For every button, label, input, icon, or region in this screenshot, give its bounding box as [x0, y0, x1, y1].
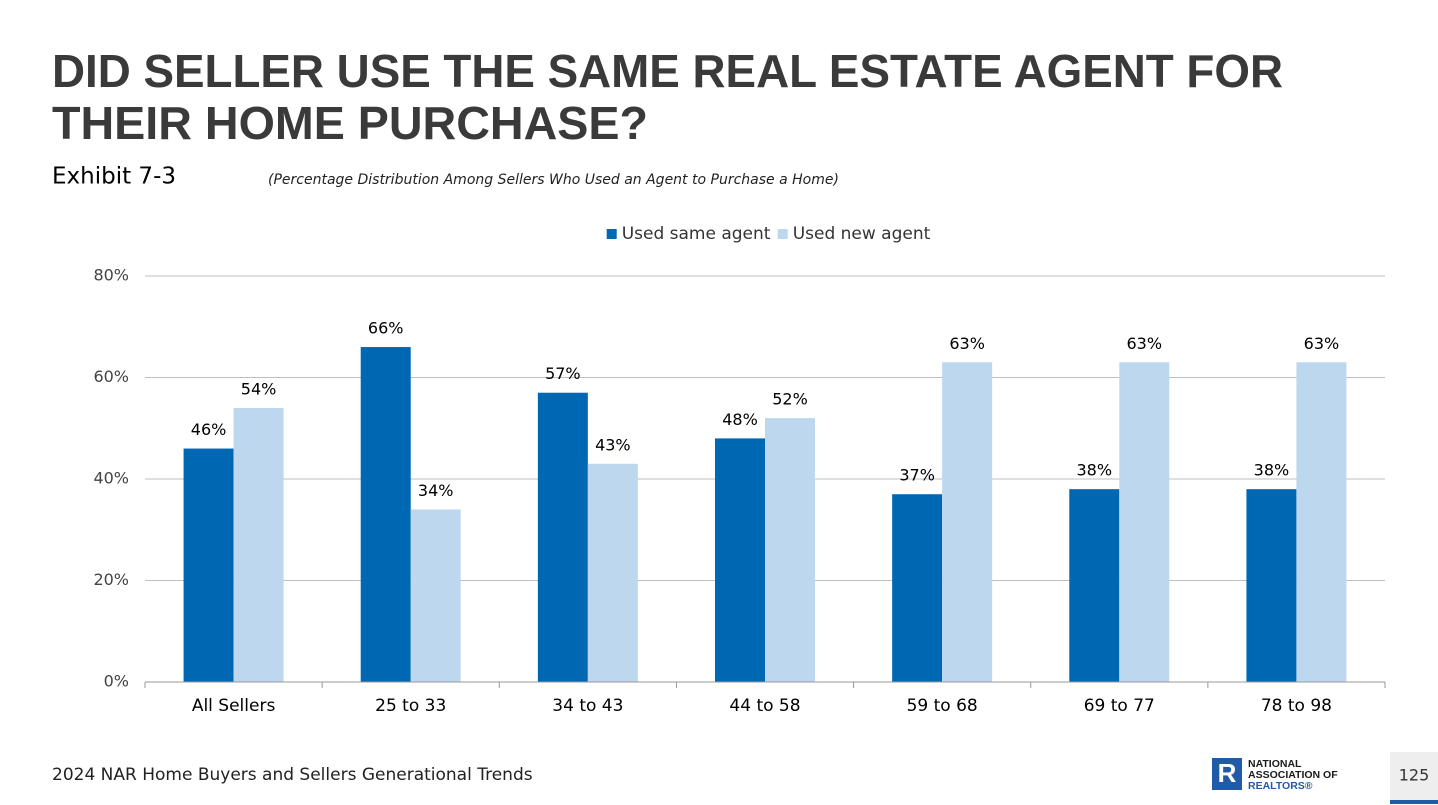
x-tick-label: 44 to 58 [729, 696, 800, 716]
page-number-box [1390, 752, 1438, 800]
footer-source: 2024 NAR Home Buyers and Sellers Generat… [52, 765, 533, 785]
value-label: 66% [368, 319, 404, 338]
page-number: 125 [1399, 766, 1430, 785]
bar [1069, 489, 1120, 682]
value-label: 57% [545, 364, 581, 383]
value-label: 54% [241, 379, 277, 398]
value-label: 37% [899, 466, 935, 485]
title-line: THEIR HOME PURCHASE? [52, 97, 648, 149]
logo-text: ASSOCIATION OF [1248, 769, 1338, 781]
value-label: 43% [595, 435, 631, 454]
bar [410, 509, 461, 682]
logo-letter: R [1218, 758, 1237, 788]
value-label: 52% [772, 390, 808, 409]
exhibit-label: Exhibit 7-3 [52, 164, 176, 190]
bar [183, 448, 234, 682]
y-tick-label: 60% [93, 367, 129, 386]
bar [587, 463, 638, 682]
bar [233, 407, 284, 682]
chart: 0% 20% 40% 60% 80% Used same agent Used new ag… [93, 224, 1386, 716]
bar [1119, 362, 1170, 682]
legend-swatch [777, 229, 788, 239]
bar [537, 392, 588, 682]
legend-label: Used new agent [793, 224, 931, 244]
value-label: 46% [191, 420, 227, 439]
x-tick-label: 69 to 77 [1084, 696, 1155, 716]
value-label: 38% [1077, 461, 1113, 480]
logo-text: NATIONAL [1248, 758, 1302, 770]
y-tick-label: 20% [93, 570, 129, 589]
value-label: 63% [1304, 334, 1340, 353]
bar [715, 438, 765, 682]
bar [1296, 362, 1347, 682]
value-label: 63% [949, 334, 985, 353]
bar [942, 362, 993, 682]
subtitle: (Percentage Distribution Among Sellers W… [268, 172, 839, 188]
y-tick-label: 40% [93, 469, 129, 488]
value-label: 63% [1127, 334, 1163, 353]
bar [1246, 489, 1297, 682]
x-tick-label: 78 to 98 [1261, 696, 1332, 716]
title-line: DID SELLER USE THE SAME REAL ESTATE AGEN… [52, 45, 1283, 97]
legend-label: Used same agent [622, 224, 771, 244]
x-tick-label: 59 to 68 [907, 696, 978, 716]
value-label: 48% [722, 410, 758, 429]
legend-swatch [606, 229, 617, 239]
logo-mark [1212, 758, 1242, 790]
x-tick-label: All Sellers [192, 696, 276, 716]
value-label: 34% [418, 481, 454, 500]
bar [360, 347, 411, 682]
y-tick-label: 80% [93, 266, 129, 285]
page-number-bar [1390, 800, 1438, 804]
bar [892, 494, 943, 682]
y-tick-label: 0% [104, 672, 129, 691]
logo-text: REALTORS® [1248, 780, 1313, 792]
x-tick-label: 25 to 33 [375, 696, 446, 716]
value-label: 38% [1254, 461, 1290, 480]
x-tick-label: 34 to 43 [552, 696, 623, 716]
bar [765, 418, 815, 682]
